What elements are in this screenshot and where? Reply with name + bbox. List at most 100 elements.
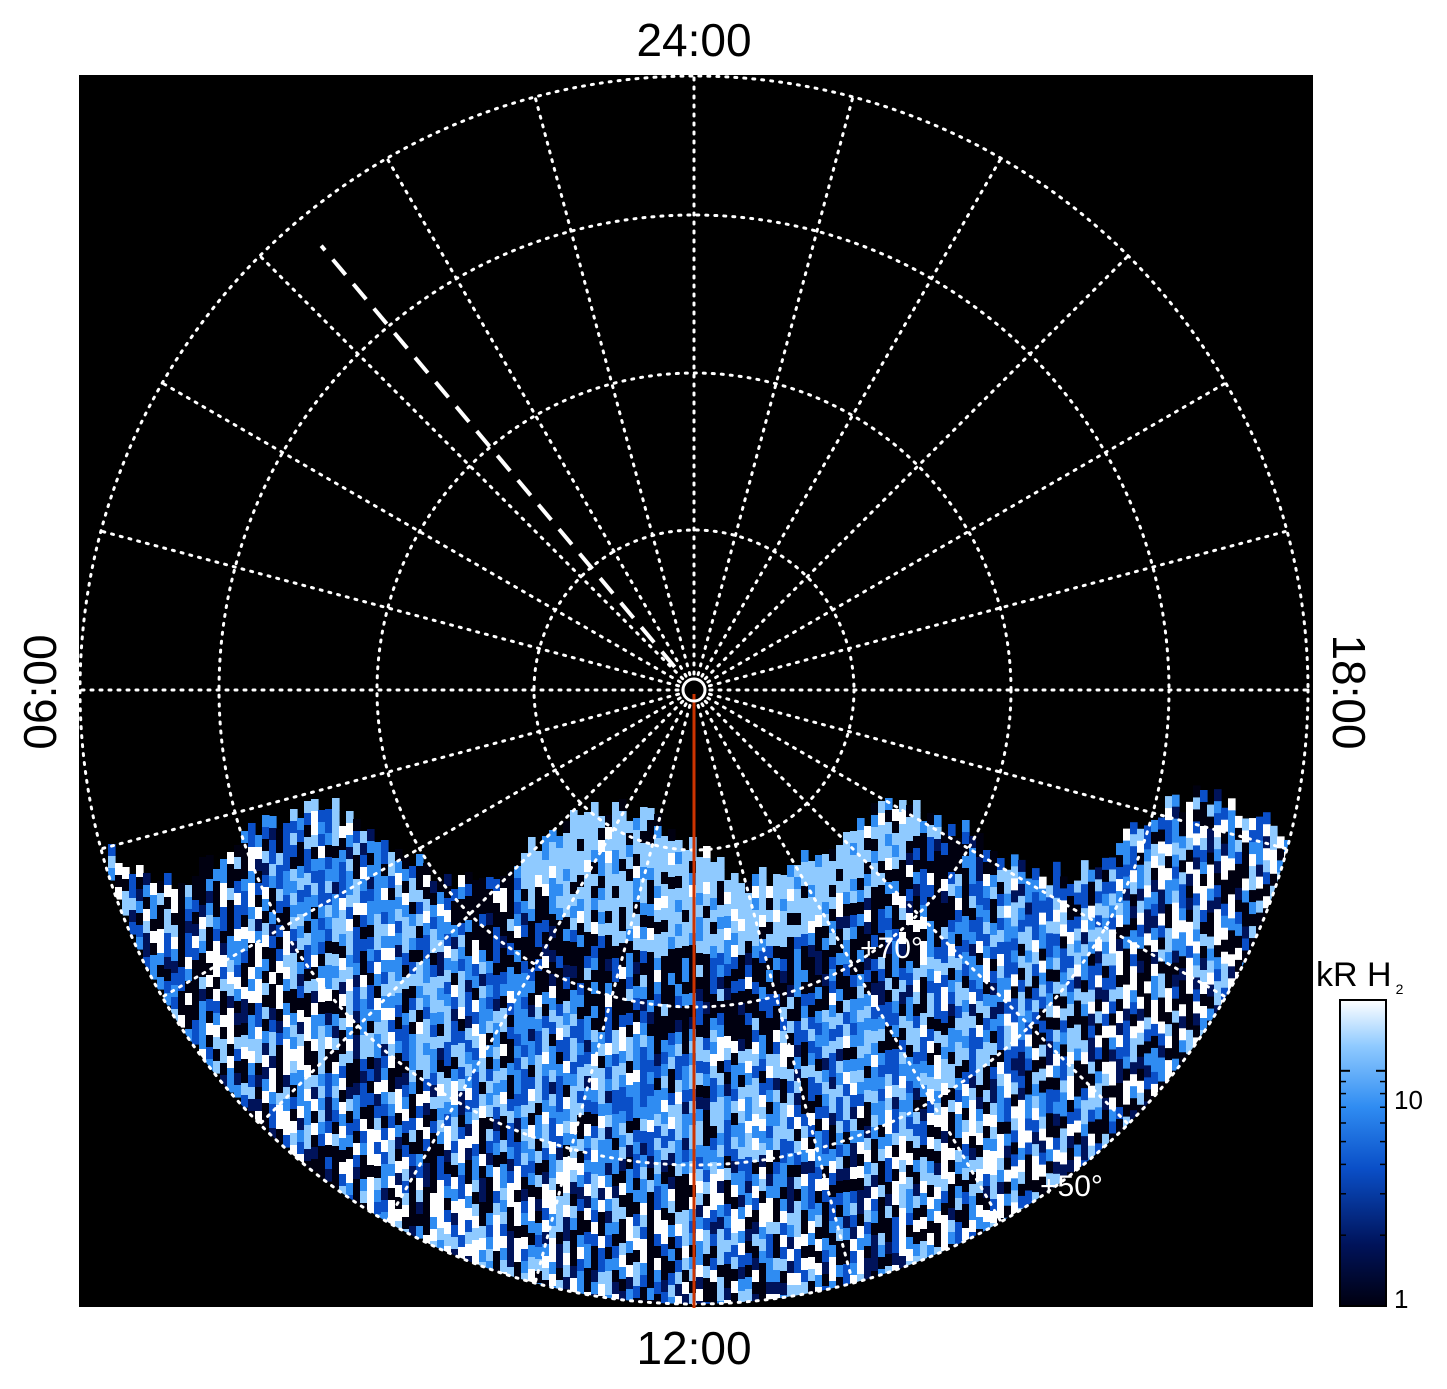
emission-cell — [437, 1228, 445, 1241]
emission-cell — [955, 1114, 963, 1127]
emission-cell — [885, 1182, 893, 1195]
emission-cell — [983, 910, 991, 923]
emission-cell — [927, 837, 935, 850]
emission-cell — [962, 1024, 970, 1037]
emission-cell — [388, 852, 396, 865]
emission-cell — [269, 1032, 277, 1045]
emission-cell — [1165, 880, 1173, 893]
emission-cell — [374, 1070, 382, 1083]
emission-cell — [934, 1019, 942, 1032]
emission-cell — [1207, 961, 1215, 974]
emission-cell — [885, 858, 893, 871]
emission-cell — [1144, 1053, 1152, 1066]
emission-cell — [822, 1262, 830, 1275]
emission-cell — [164, 945, 172, 958]
emission-cell — [591, 970, 599, 983]
emission-cell — [1228, 846, 1236, 859]
emission-cell — [598, 1056, 606, 1069]
emission-cell — [577, 1007, 585, 1020]
emission-cell — [1032, 928, 1040, 941]
emission-cell — [1137, 1057, 1145, 1070]
emission-cell — [1158, 938, 1166, 951]
emission-cell — [906, 973, 914, 986]
emission-cell — [318, 1002, 326, 1015]
emission-cell — [619, 1075, 627, 1088]
emission-cell — [759, 1275, 767, 1288]
emission-cell — [542, 1028, 550, 1041]
emission-cell — [1004, 882, 1012, 895]
emission-cell — [276, 949, 284, 962]
emission-cell — [241, 963, 249, 976]
emission-cell — [717, 1205, 725, 1218]
emission-cell — [402, 989, 410, 1002]
emission-cell — [850, 1011, 858, 1024]
emission-cell — [990, 875, 998, 888]
emission-cell — [556, 1268, 564, 1281]
emission-cell — [843, 916, 851, 929]
emission-cell — [822, 950, 830, 963]
emission-cell — [815, 987, 823, 1000]
emission-cell — [626, 1157, 634, 1170]
emission-cell — [773, 1198, 781, 1211]
emission-cell — [346, 1087, 354, 1100]
emission-cell — [388, 888, 396, 901]
emission-cell — [885, 1158, 893, 1171]
emission-cell — [808, 1089, 816, 1102]
emission-cell — [976, 977, 984, 990]
emission-cell — [633, 1286, 641, 1299]
emission-cell — [500, 924, 508, 937]
emission-cell — [521, 1261, 529, 1274]
emission-cell — [346, 1147, 354, 1160]
emission-cell — [395, 1029, 403, 1042]
emission-cell — [409, 1106, 417, 1119]
emission-cell — [276, 1105, 284, 1118]
emission-cell — [962, 1216, 970, 1229]
emission-cell — [1144, 1041, 1152, 1054]
emission-cell — [325, 1061, 333, 1074]
local-time-label-right: 18:00 — [1323, 634, 1375, 749]
emission-cell — [304, 993, 312, 1006]
emission-cell — [584, 824, 592, 837]
emission-cell — [766, 1234, 774, 1247]
emission-cell — [591, 886, 599, 899]
emission-cell — [339, 826, 347, 839]
emission-cell — [325, 1169, 333, 1182]
emission-cell — [1025, 903, 1033, 916]
emission-cell — [542, 1016, 550, 1029]
emission-cell — [521, 889, 529, 902]
emission-cell — [1004, 894, 1012, 907]
emission-cell — [598, 1104, 606, 1117]
emission-cell — [696, 1109, 704, 1122]
emission-cell — [780, 1223, 788, 1236]
emission-cell — [899, 872, 907, 885]
emission-cell — [1144, 957, 1152, 970]
emission-cell — [766, 922, 774, 935]
emission-cell — [1151, 928, 1159, 941]
emission-cell — [640, 1107, 648, 1120]
emission-cell — [619, 1099, 627, 1112]
emission-cell — [1032, 1108, 1040, 1121]
emission-cell — [1025, 1107, 1033, 1120]
emission-cell — [682, 1018, 690, 1031]
emission-cell — [605, 1127, 613, 1140]
emission-cell — [444, 1126, 452, 1139]
emission-cell — [906, 1249, 914, 1262]
emission-cell — [696, 1157, 704, 1170]
emission-cell — [913, 980, 921, 993]
emission-cell — [850, 1203, 858, 1216]
emission-cell — [724, 892, 732, 905]
emission-cell — [1018, 860, 1026, 873]
emission-cell — [472, 1108, 480, 1121]
emission-cell — [1179, 1016, 1187, 1029]
emission-cell — [640, 1179, 648, 1192]
emission-cell — [318, 1122, 326, 1135]
emission-cell — [829, 897, 837, 910]
emission-cell — [955, 994, 963, 1007]
emission-cell — [374, 1130, 382, 1143]
emission-cell — [577, 1067, 585, 1080]
emission-cell — [381, 948, 389, 961]
emission-cell — [878, 1161, 886, 1174]
emission-cell — [318, 1146, 326, 1159]
emission-cell — [969, 896, 977, 909]
